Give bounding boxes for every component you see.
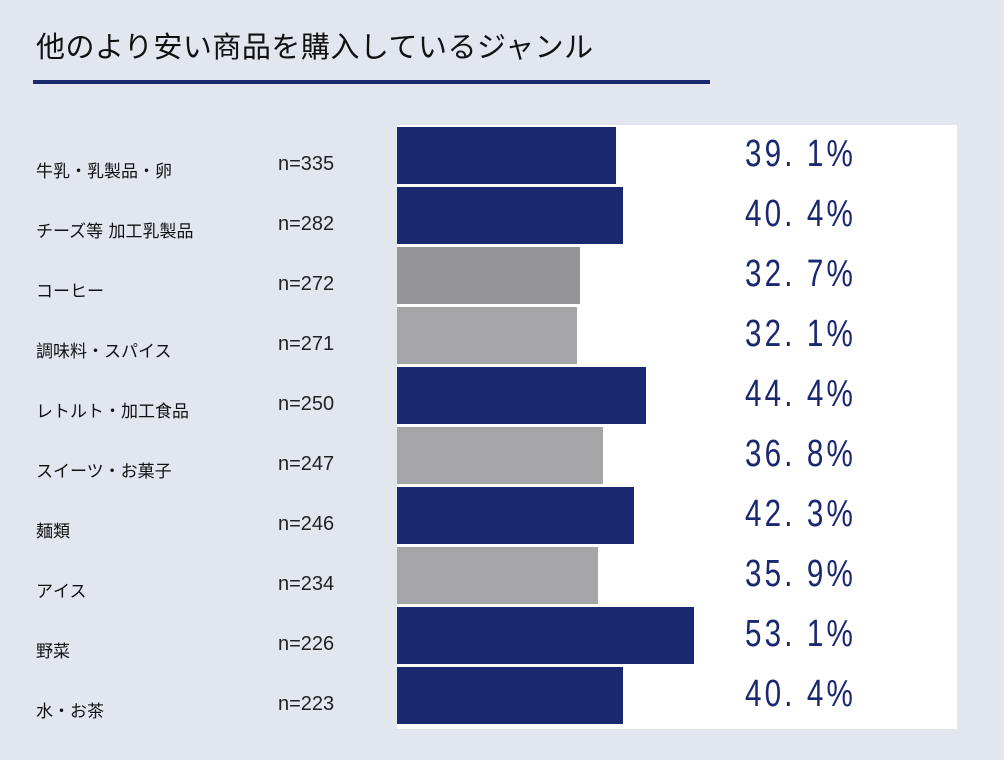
sample-size-label: n=272	[278, 273, 335, 295]
sample-size-label: n=282	[278, 213, 335, 235]
value-label: 40. 4%	[745, 673, 857, 715]
sample-size-label: n=246	[278, 513, 335, 535]
chart-title: 他のより安い商品を購入しているジャンル	[36, 30, 594, 64]
category-label: スイーツ・お菓子	[36, 462, 172, 482]
title-underline	[33, 80, 710, 84]
value-label: 44. 4%	[745, 373, 857, 415]
bar	[397, 487, 634, 544]
category-label: 牛乳・乳製品・卵	[36, 162, 172, 182]
category-label: 水・お茶	[36, 702, 104, 722]
category-label: アイス	[36, 582, 87, 602]
bar	[397, 427, 604, 484]
category-label: チーズ等 加工乳製品	[36, 222, 194, 242]
value-label: 32. 7%	[745, 253, 857, 295]
bar	[397, 247, 581, 304]
value-label: 42. 3%	[745, 493, 857, 535]
category-label: コーヒー	[36, 282, 104, 302]
bar	[397, 127, 616, 184]
sample-size-label: n=250	[278, 393, 335, 415]
sample-size-label: n=271	[278, 333, 335, 355]
category-label: 調味料・スパイス	[36, 342, 172, 362]
value-label: 36. 8%	[745, 433, 857, 475]
category-label: 野菜	[36, 642, 70, 662]
value-label: 32. 1%	[745, 313, 857, 355]
value-label: 53. 1%	[745, 613, 857, 655]
value-label: 40. 4%	[745, 193, 857, 235]
value-label: 39. 1%	[745, 133, 857, 175]
bar	[397, 307, 577, 364]
category-label: レトルト・加工食品	[36, 402, 189, 422]
sample-size-label: n=335	[278, 153, 335, 175]
bar	[397, 547, 599, 604]
bar	[397, 607, 695, 664]
sample-size-label: n=247	[278, 453, 335, 475]
bar	[397, 187, 624, 244]
sample-size-label: n=223	[278, 693, 335, 715]
bar	[397, 367, 646, 424]
sample-size-label: n=226	[278, 633, 335, 655]
bar	[397, 667, 624, 724]
sample-size-label: n=234	[278, 573, 335, 595]
value-label: 35. 9%	[745, 553, 857, 595]
category-label: 麺類	[36, 522, 70, 542]
